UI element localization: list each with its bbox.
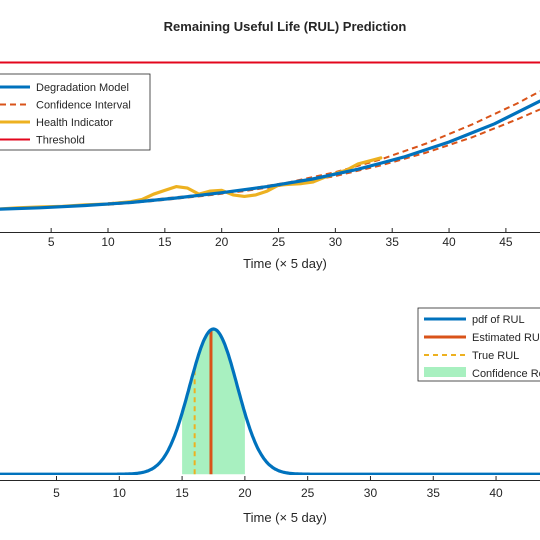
series-line-health-indicator [0,156,383,211]
bottom-x-tick-25: 25 [301,486,315,500]
legend-label-estimated-rul: Estimated RUL [472,332,540,344]
legend-swatch-confidence-region [424,367,466,377]
legend-label-confidence-interval: Confidence Interval [36,100,131,112]
series-line-degradation-model [0,99,540,211]
pdf-of-rul-curve [0,327,540,475]
bottom-plot-area [0,327,540,475]
legend-label-confidence-region: Confidence Region [472,368,540,380]
top-x-tick-35: 35 [386,235,400,249]
bottom-axes: 5 10 15 20 25 30 35 40 Time (× 5 day) [0,476,540,525]
chart-title: Remaining Useful Life (RUL) Prediction [164,19,407,34]
bottom-x-tick-20: 20 [238,486,252,500]
top-plot-area [0,61,540,211]
bottom-x-tick-5: 5 [53,486,60,500]
bottom-x-tick-40: 40 [489,486,503,500]
confidence-region-area [182,329,245,475]
bottom-x-ticks: 5 10 15 20 25 30 35 40 [53,476,503,500]
top-legend: Degradation Model Confidence Interval He… [0,73,151,151]
top-x-tick-5: 5 [48,235,55,249]
top-x-tick-40: 40 [442,235,456,249]
bottom-x-tick-35: 35 [427,486,441,500]
legend-label-threshold: Threshold [36,135,85,147]
top-x-tick-15: 15 [158,235,172,249]
bottom-legend: pdf of RUL Estimated RUL True RUL Confid… [417,307,540,382]
series-line-confidence-interval [107,90,540,205]
series-line-confidence-interval-lower [107,108,540,206]
top-x-tick-10: 10 [101,235,115,249]
bottom-x-tick-15: 15 [175,486,189,500]
bottom-x-tick-30: 30 [364,486,378,500]
legend-label-pdf-of-rul: pdf of RUL [472,314,525,326]
top-x-tick-30: 30 [329,235,343,249]
legend-label-health-indicator: Health Indicator [36,117,113,129]
bottom-x-axis-label: Time (× 5 day) [243,510,327,525]
top-x-ticks: 5 10 15 20 25 30 35 40 45 [48,228,513,249]
top-axes: 5 10 15 20 25 30 35 40 45 Time (× 5 day) [0,228,540,271]
top-x-tick-20: 20 [215,235,229,249]
bottom-x-tick-10: 10 [113,486,127,500]
legend-label-true-rul: True RUL [472,350,519,362]
top-x-tick-25: 25 [272,235,286,249]
top-x-axis-label: Time (× 5 day) [243,256,327,271]
top-x-tick-45: 45 [499,235,513,249]
legend-label-degradation-model: Degradation Model [36,82,129,94]
